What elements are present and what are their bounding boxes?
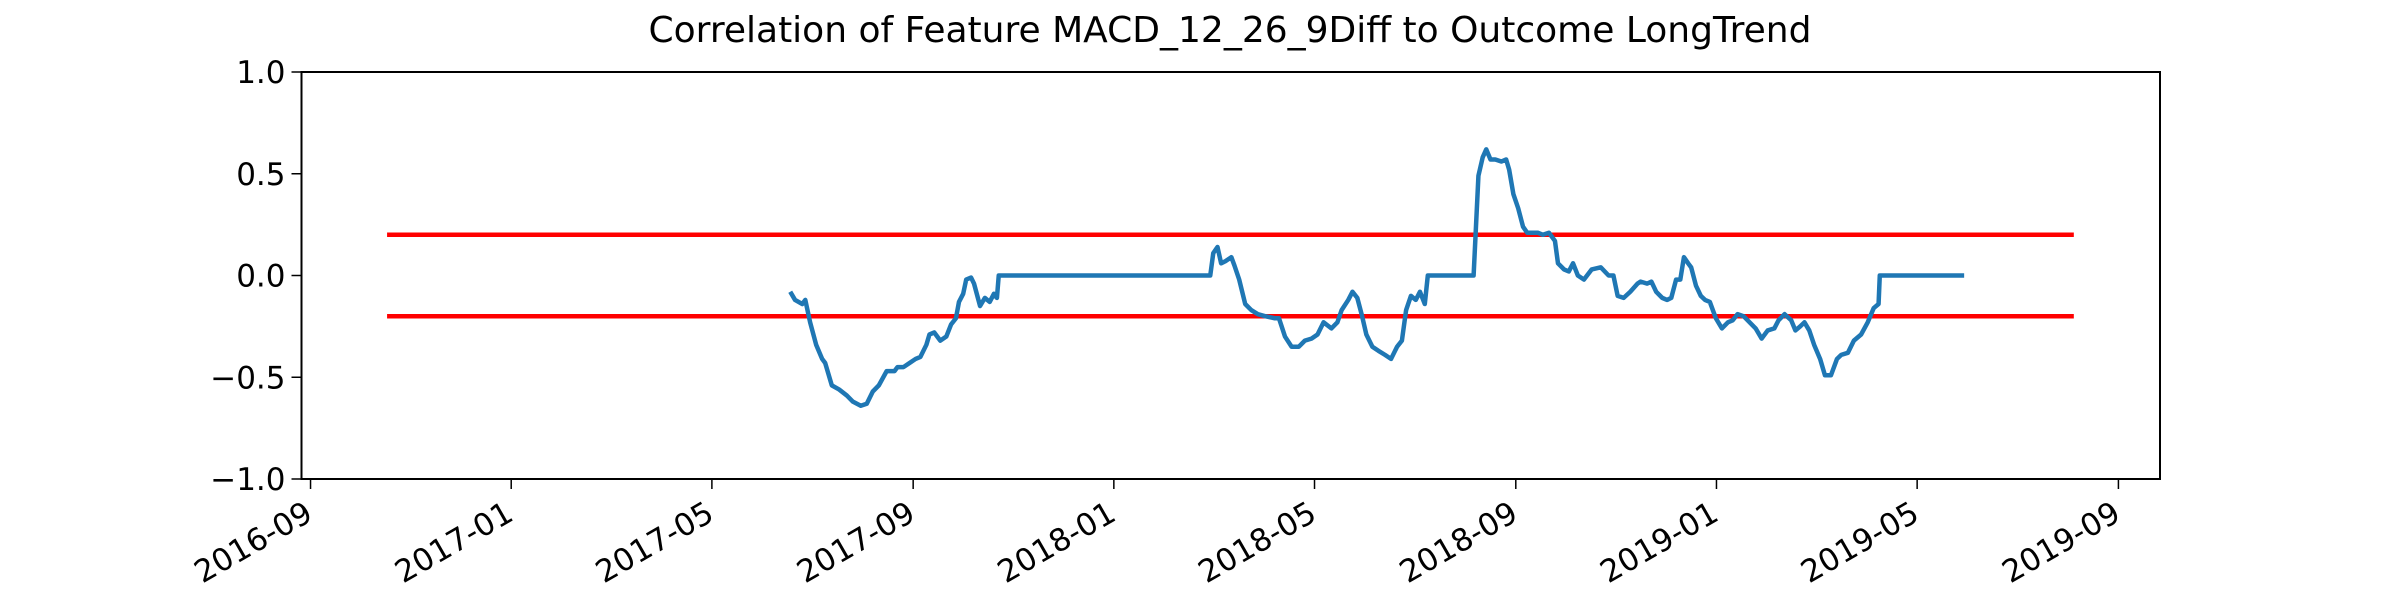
y-tick-label: 0.0 <box>236 259 285 295</box>
y-tick-label: 1.0 <box>236 55 285 91</box>
plot-frame <box>300 71 2161 480</box>
y-tick-label: 0.5 <box>236 157 285 193</box>
y-tick-label: −1.0 <box>210 462 285 498</box>
chart-title: Correlation of Feature MACD_12_26_9Diff … <box>649 10 1812 51</box>
series-line <box>788 147 1965 408</box>
y-tick-label: −0.5 <box>210 360 285 396</box>
